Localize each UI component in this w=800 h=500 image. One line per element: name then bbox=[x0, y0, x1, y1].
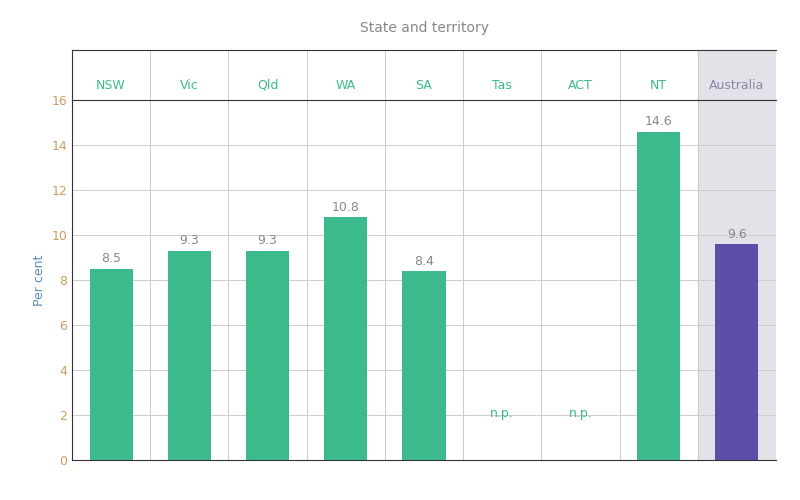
Text: n.p.: n.p. bbox=[490, 406, 514, 420]
Bar bbox=[698, 100, 776, 460]
Text: n.p.: n.p. bbox=[569, 406, 592, 420]
Text: 8.4: 8.4 bbox=[414, 254, 434, 268]
Bar bbox=[715, 244, 758, 460]
Text: NSW: NSW bbox=[96, 78, 126, 92]
Text: State and territory: State and territory bbox=[359, 21, 489, 35]
Bar bbox=[402, 271, 446, 460]
Text: Vic: Vic bbox=[180, 78, 198, 92]
Text: Australia: Australia bbox=[710, 78, 765, 92]
Text: Tas: Tas bbox=[492, 78, 512, 92]
Bar bbox=[168, 251, 211, 460]
Text: 9.3: 9.3 bbox=[179, 234, 199, 248]
Y-axis label: Per cent: Per cent bbox=[33, 254, 46, 306]
Text: 9.6: 9.6 bbox=[727, 228, 746, 240]
Text: 10.8: 10.8 bbox=[332, 200, 360, 213]
Bar bbox=[324, 217, 367, 460]
Text: SA: SA bbox=[416, 78, 432, 92]
Text: 14.6: 14.6 bbox=[645, 115, 673, 128]
Text: Qld: Qld bbox=[257, 78, 278, 92]
Text: ACT: ACT bbox=[568, 78, 593, 92]
Text: 9.3: 9.3 bbox=[258, 234, 278, 248]
Bar bbox=[246, 251, 289, 460]
Bar bbox=[90, 269, 133, 460]
Text: WA: WA bbox=[336, 78, 356, 92]
Text: NT: NT bbox=[650, 78, 667, 92]
Bar bbox=[637, 132, 680, 460]
Bar bbox=[698, 50, 776, 100]
Text: 8.5: 8.5 bbox=[101, 252, 121, 266]
